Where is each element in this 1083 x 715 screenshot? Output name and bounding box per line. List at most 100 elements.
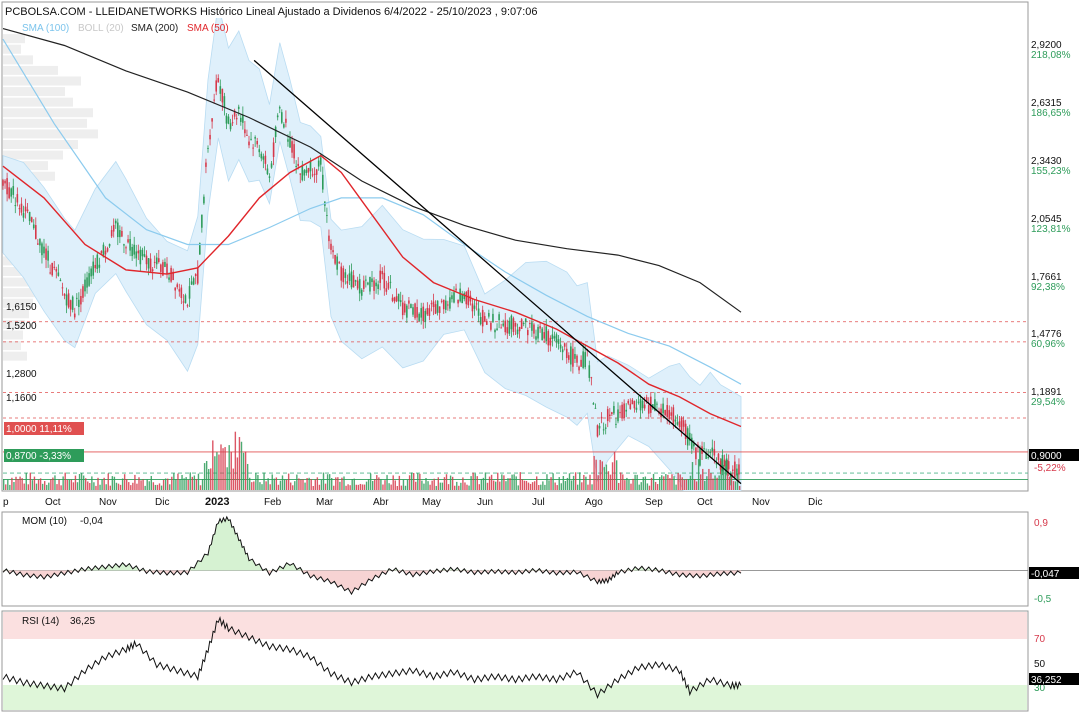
volume-bar bbox=[431, 480, 433, 490]
volume-bar bbox=[306, 478, 308, 490]
volume-bar bbox=[673, 476, 675, 490]
candle-body bbox=[664, 410, 666, 416]
volume-bar bbox=[171, 476, 173, 490]
volume-bar bbox=[187, 479, 189, 490]
volume-bar bbox=[228, 445, 230, 490]
candle-body bbox=[451, 295, 453, 300]
candle-body bbox=[596, 425, 599, 437]
candle-body bbox=[481, 309, 484, 327]
volume-bar bbox=[300, 479, 302, 490]
volume-bar bbox=[564, 481, 567, 490]
volume-bar bbox=[33, 476, 36, 490]
x-tick-year: 2023 bbox=[205, 496, 229, 508]
candle-body bbox=[358, 279, 361, 294]
volume-bar bbox=[589, 474, 591, 490]
candle-body bbox=[119, 230, 121, 238]
volume-bar bbox=[5, 484, 7, 490]
candle-body bbox=[713, 449, 716, 456]
volume-bar bbox=[693, 479, 696, 490]
volume-bar bbox=[292, 485, 294, 490]
candle-body bbox=[631, 399, 634, 405]
candle-body bbox=[336, 256, 338, 270]
candle-body bbox=[399, 300, 402, 303]
candle-body bbox=[656, 403, 658, 405]
volume-bar bbox=[415, 481, 417, 490]
candle-body bbox=[734, 461, 736, 478]
volume-bar bbox=[685, 479, 688, 490]
volume-bar bbox=[56, 484, 58, 490]
volume-bar bbox=[257, 474, 259, 490]
candle-body bbox=[623, 403, 625, 419]
volume-bar bbox=[349, 485, 351, 490]
volume-bar bbox=[85, 478, 87, 490]
volume-bar bbox=[316, 477, 319, 490]
candle-body bbox=[215, 80, 217, 92]
candle-body bbox=[256, 141, 258, 145]
candle-body bbox=[250, 138, 252, 140]
mom-value: -0,04 bbox=[80, 516, 103, 527]
volume-profile-bar bbox=[3, 298, 33, 308]
volume-bar bbox=[44, 481, 46, 490]
volume-bar bbox=[536, 476, 538, 490]
candle-body bbox=[533, 324, 535, 334]
candle-body bbox=[445, 300, 447, 310]
volume-bar bbox=[263, 472, 265, 490]
candle-body bbox=[283, 124, 285, 128]
candle-body bbox=[602, 429, 605, 431]
candle-body bbox=[621, 404, 623, 418]
volume-bar bbox=[732, 481, 735, 490]
candle-body bbox=[135, 251, 138, 259]
candle-body bbox=[574, 354, 576, 359]
volume-bar bbox=[443, 477, 446, 490]
candle-body bbox=[276, 115, 279, 118]
candle-body bbox=[408, 300, 410, 304]
volume-bar bbox=[476, 476, 478, 490]
volume-bar bbox=[466, 484, 468, 490]
candle-body bbox=[723, 459, 726, 467]
candle-body bbox=[10, 188, 12, 197]
volume-bar bbox=[429, 484, 431, 490]
volume-bar bbox=[410, 472, 413, 490]
candle-body bbox=[609, 414, 611, 417]
volume-profile-bar bbox=[3, 55, 33, 65]
legend-sma200: SMA (200) bbox=[131, 23, 178, 34]
candle-body bbox=[606, 409, 609, 422]
volume-bar bbox=[37, 479, 40, 490]
y-tick-price: 2,6315 bbox=[1031, 98, 1062, 109]
volume-bar bbox=[150, 475, 152, 490]
marker-label-green: 0,8700 -3,33% bbox=[6, 451, 71, 462]
volume-bar bbox=[425, 477, 427, 490]
volume-bar bbox=[390, 484, 392, 490]
volume-bar bbox=[117, 483, 120, 490]
volume-bar bbox=[695, 481, 698, 490]
x-tick: Jul bbox=[532, 497, 545, 508]
mom-last: -0,047 bbox=[1031, 569, 1060, 580]
volume-bar bbox=[197, 473, 200, 490]
volume-bar bbox=[259, 482, 261, 490]
candle-body bbox=[496, 328, 498, 331]
volume-bar bbox=[314, 479, 316, 490]
candle-body bbox=[717, 453, 720, 461]
mom-tick-bottom: -0,5 bbox=[1034, 594, 1052, 605]
volume-bar bbox=[357, 484, 360, 490]
x-tick: Abr bbox=[373, 497, 389, 508]
candle-body bbox=[217, 78, 220, 83]
candle-body bbox=[561, 349, 564, 353]
candle-body bbox=[416, 307, 418, 318]
volume-profile-bar bbox=[3, 34, 25, 44]
candle-body bbox=[170, 267, 172, 282]
volume-bar bbox=[454, 485, 456, 490]
candle-body bbox=[117, 222, 119, 238]
volume-bar bbox=[46, 484, 48, 490]
volume-bar bbox=[148, 481, 150, 490]
candle-body bbox=[227, 116, 230, 124]
volume-bar bbox=[287, 473, 290, 490]
volume-bar bbox=[716, 477, 718, 490]
volume-bar bbox=[324, 483, 327, 490]
candle-body bbox=[299, 173, 302, 175]
candle-body bbox=[473, 305, 476, 309]
volume-bar bbox=[156, 484, 159, 490]
candle-body bbox=[463, 293, 466, 300]
candle-body bbox=[680, 417, 683, 433]
candle-body bbox=[475, 303, 478, 305]
